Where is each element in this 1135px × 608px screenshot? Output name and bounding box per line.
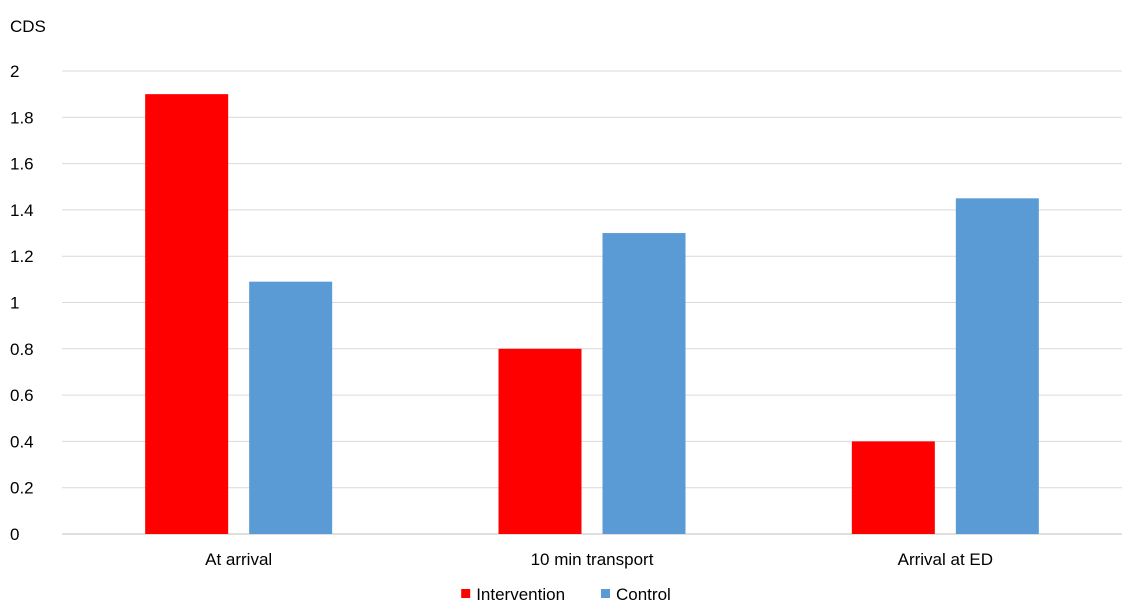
y-tick-label: 0 xyxy=(10,525,19,544)
x-tick-label: Arrival at ED xyxy=(898,550,993,569)
y-tick-label: 2 xyxy=(10,62,19,81)
y-tick-label: 0.6 xyxy=(10,386,34,405)
legend-swatch-control xyxy=(601,589,610,598)
y-tick-label: 0.2 xyxy=(10,479,34,498)
bar-control-2 xyxy=(602,233,686,535)
x-tick-labels: At arrival 10 min transport Arrival at ED xyxy=(205,550,993,569)
legend-label-control: Control xyxy=(616,585,671,604)
y-axis-label: CDS xyxy=(10,17,46,36)
y-tick-labels: 0 0.2 0.4 0.6 0.8 1 1.2 1.4 1.6 1.8 2 xyxy=(10,62,34,544)
y-tick-label: 0.4 xyxy=(10,432,34,451)
x-tick-label: At arrival xyxy=(205,550,272,569)
bar-intervention-2 xyxy=(498,348,582,534)
y-tick-label: 1.2 xyxy=(10,247,34,266)
y-tick-label: 1.8 xyxy=(10,108,34,127)
bar-intervention-1 xyxy=(145,94,229,535)
bar-intervention-3 xyxy=(851,441,935,534)
bar-control-3 xyxy=(955,198,1039,534)
gridlines xyxy=(62,70,1122,535)
y-tick-label: 1.4 xyxy=(10,201,34,220)
bars xyxy=(145,94,1039,535)
bar-control-1 xyxy=(249,281,333,534)
y-tick-label: 0.8 xyxy=(10,340,34,359)
x-tick-label: 10 min transport xyxy=(531,550,654,569)
y-tick-label: 1 xyxy=(10,294,19,313)
legend: Intervention Control xyxy=(461,585,671,604)
legend-swatch-intervention xyxy=(461,589,471,598)
legend-label-intervention: Intervention xyxy=(476,585,565,604)
y-tick-label: 1.6 xyxy=(10,155,34,174)
